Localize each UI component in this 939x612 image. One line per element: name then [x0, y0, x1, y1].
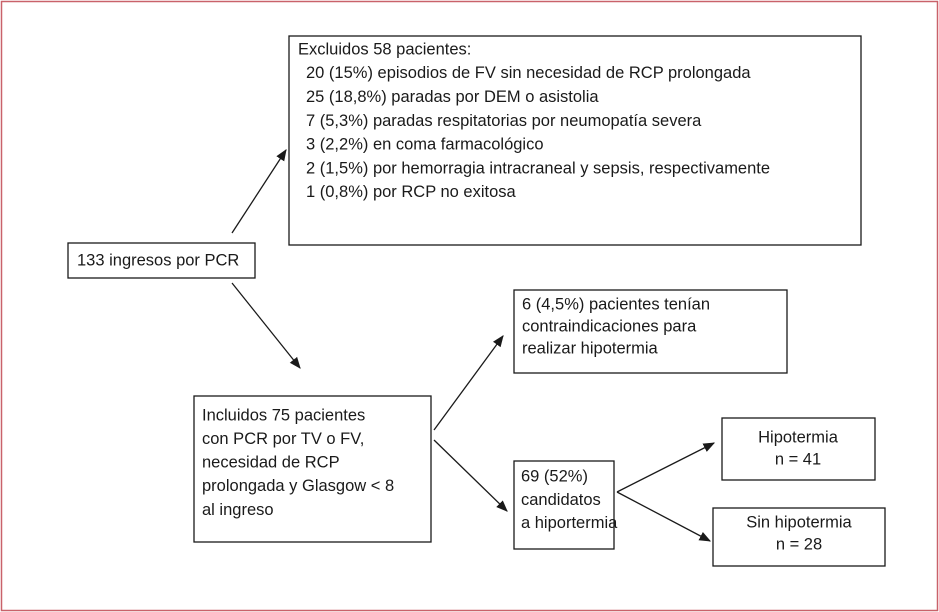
node-line: 25 (18,8%) paradas por DEM o asistolia	[306, 88, 599, 106]
arrow	[433, 439, 508, 512]
node-line: 3 (2,2%) en coma farmacológico	[306, 136, 544, 154]
node-line: 1 (0,8%) por RCP no exitosa	[306, 183, 517, 201]
node-title: Excluidos 58 pacientes:	[298, 40, 471, 58]
arrow	[231, 282, 301, 369]
node-line: realizar hipotermia	[522, 339, 659, 357]
arrow	[433, 335, 504, 431]
node-line: 2 (1,5%) por hemorragia intracraneal y s…	[306, 159, 770, 177]
node-line: n = 41	[775, 450, 821, 468]
node-line: con PCR por TV o FV,	[202, 430, 364, 448]
node-line: 20 (15%) episodios de FV sin necesidad d…	[306, 64, 751, 82]
node-title: Hipotermia	[758, 428, 839, 446]
node-title: Sin hipotermia	[746, 513, 852, 531]
node-line: prolongada y Glasgow < 8	[202, 477, 394, 495]
arrow	[231, 149, 287, 234]
contraindication-box	[513, 289, 788, 374]
included-box	[193, 395, 432, 543]
node-title: Incluidos 75 pacientes	[202, 406, 365, 424]
node-title: 133 ingresos por PCR	[77, 251, 239, 269]
excluded-box	[288, 35, 862, 246]
admissions-box	[67, 242, 256, 279]
node-line: a hiportermia	[521, 514, 618, 532]
arrow	[616, 491, 712, 542]
candidates-box	[513, 460, 615, 550]
node-title: 6 (4,5%) pacientes tenían	[522, 295, 710, 313]
node-line: 7 (5,3%) paradas respitatorias por neumo…	[306, 112, 702, 130]
node-line: necesidad de RCP	[202, 454, 340, 472]
node-line: al ingreso	[202, 501, 274, 519]
hypothermia-box	[721, 417, 876, 481]
arrow	[616, 442, 716, 493]
node-line: contraindicaciones para	[522, 317, 697, 335]
node-line: candidatos	[521, 491, 601, 509]
no-hypothermia-box	[712, 507, 886, 567]
node-line: n = 28	[776, 535, 822, 553]
node-title: 69 (52%)	[521, 467, 588, 485]
